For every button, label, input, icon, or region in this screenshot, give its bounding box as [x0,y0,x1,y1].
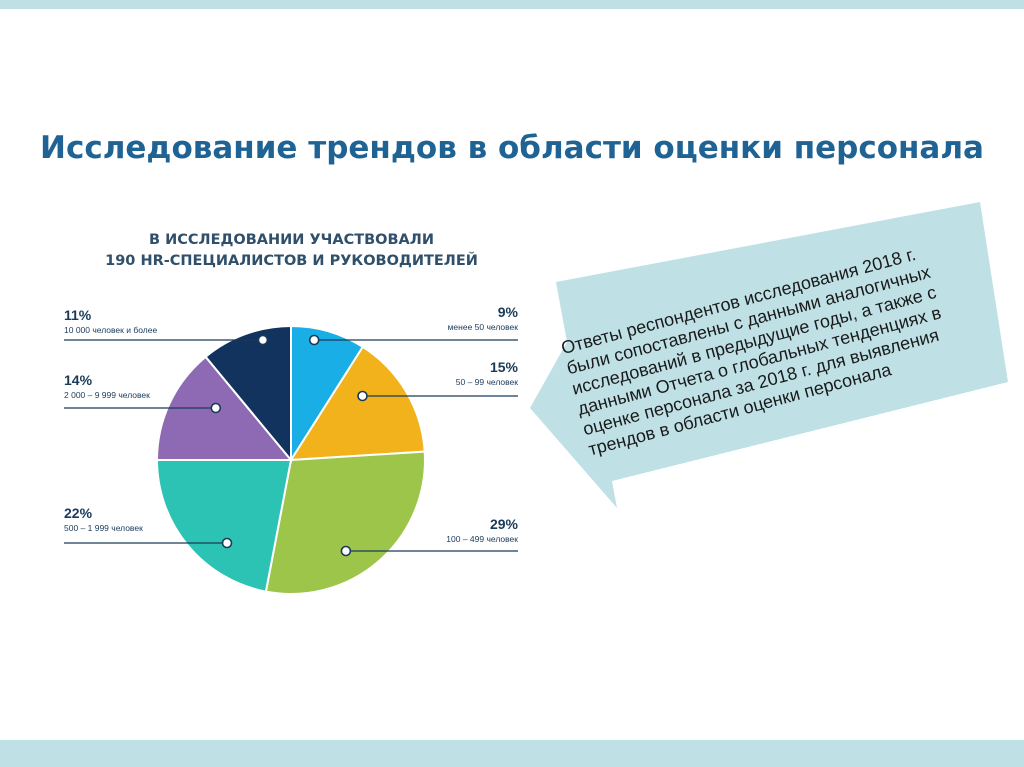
leader-dot-2000-9999 [210,402,222,414]
leader-dot-10000 [257,334,269,346]
slice-caption-500-1999: 500 – 1 999 человек [64,523,143,533]
leader-dot-under-50 [308,334,320,346]
pie-slice-500-1999 [155,459,293,593]
slice-caption-50-99: 50 – 99 человек [455,377,518,387]
label-slice-100-499: 29% 100 – 499 человек [400,516,518,545]
bottom-accent-band [0,740,1024,767]
leader-dot-50-99 [357,390,368,402]
slice-percent-under-50: 9% [497,304,518,320]
slice-caption-under-50: менее 50 человек [447,322,518,332]
pie-slice-100-499 [264,450,426,595]
slice-caption-10000: 10 000 человек и более [64,325,158,335]
slice-percent-2000-9999: 14% [64,372,93,388]
slice-percent-10000: 11% [64,307,92,323]
top-accent-band [0,0,1024,9]
chart-title: В ИССЛЕДОВАНИИ УЧАСТВОВАЛИ 190 HR-СПЕЦИА… [64,230,519,272]
chart-title-line-1: В ИССЛЕДОВАНИИ УЧАСТВОВАЛИ [149,232,434,248]
chart-title-line-2: 190 HR-СПЕЦИАЛИСТОВ И РУКОВОДИТЕЛЕЙ [105,253,478,269]
label-slice-under-50: 9% менее 50 человек [400,304,518,333]
label-slice-50-99: 15% 50 – 99 человек [400,359,518,388]
pie-slice-10000 [204,324,292,463]
pie-slice-50-99 [289,345,426,462]
slice-caption-2000-9999: 2 000 – 9 999 человек [64,390,150,400]
label-slice-10000: 11% 10 000 человек и более [64,307,157,336]
label-slice-500-1999: 22% 500 – 1 999 человек [64,505,143,534]
pie-slice-2000-9999 [155,355,294,461]
leader-dot-500-1999 [221,537,233,549]
slide-title: Исследование трендов в области оценки пе… [40,130,984,166]
label-slice-2000-9999: 14% 2 000 – 9 999 человек [64,372,150,401]
slice-percent-500-1999: 22% [64,505,93,521]
slice-percent-50-99: 15% [489,359,518,375]
slice-percent-100-499: 29% [489,516,518,532]
callout-bubble [530,202,1008,508]
slice-caption-100-499: 100 – 499 человек [446,534,518,544]
leader-dot-100-499 [340,545,352,557]
